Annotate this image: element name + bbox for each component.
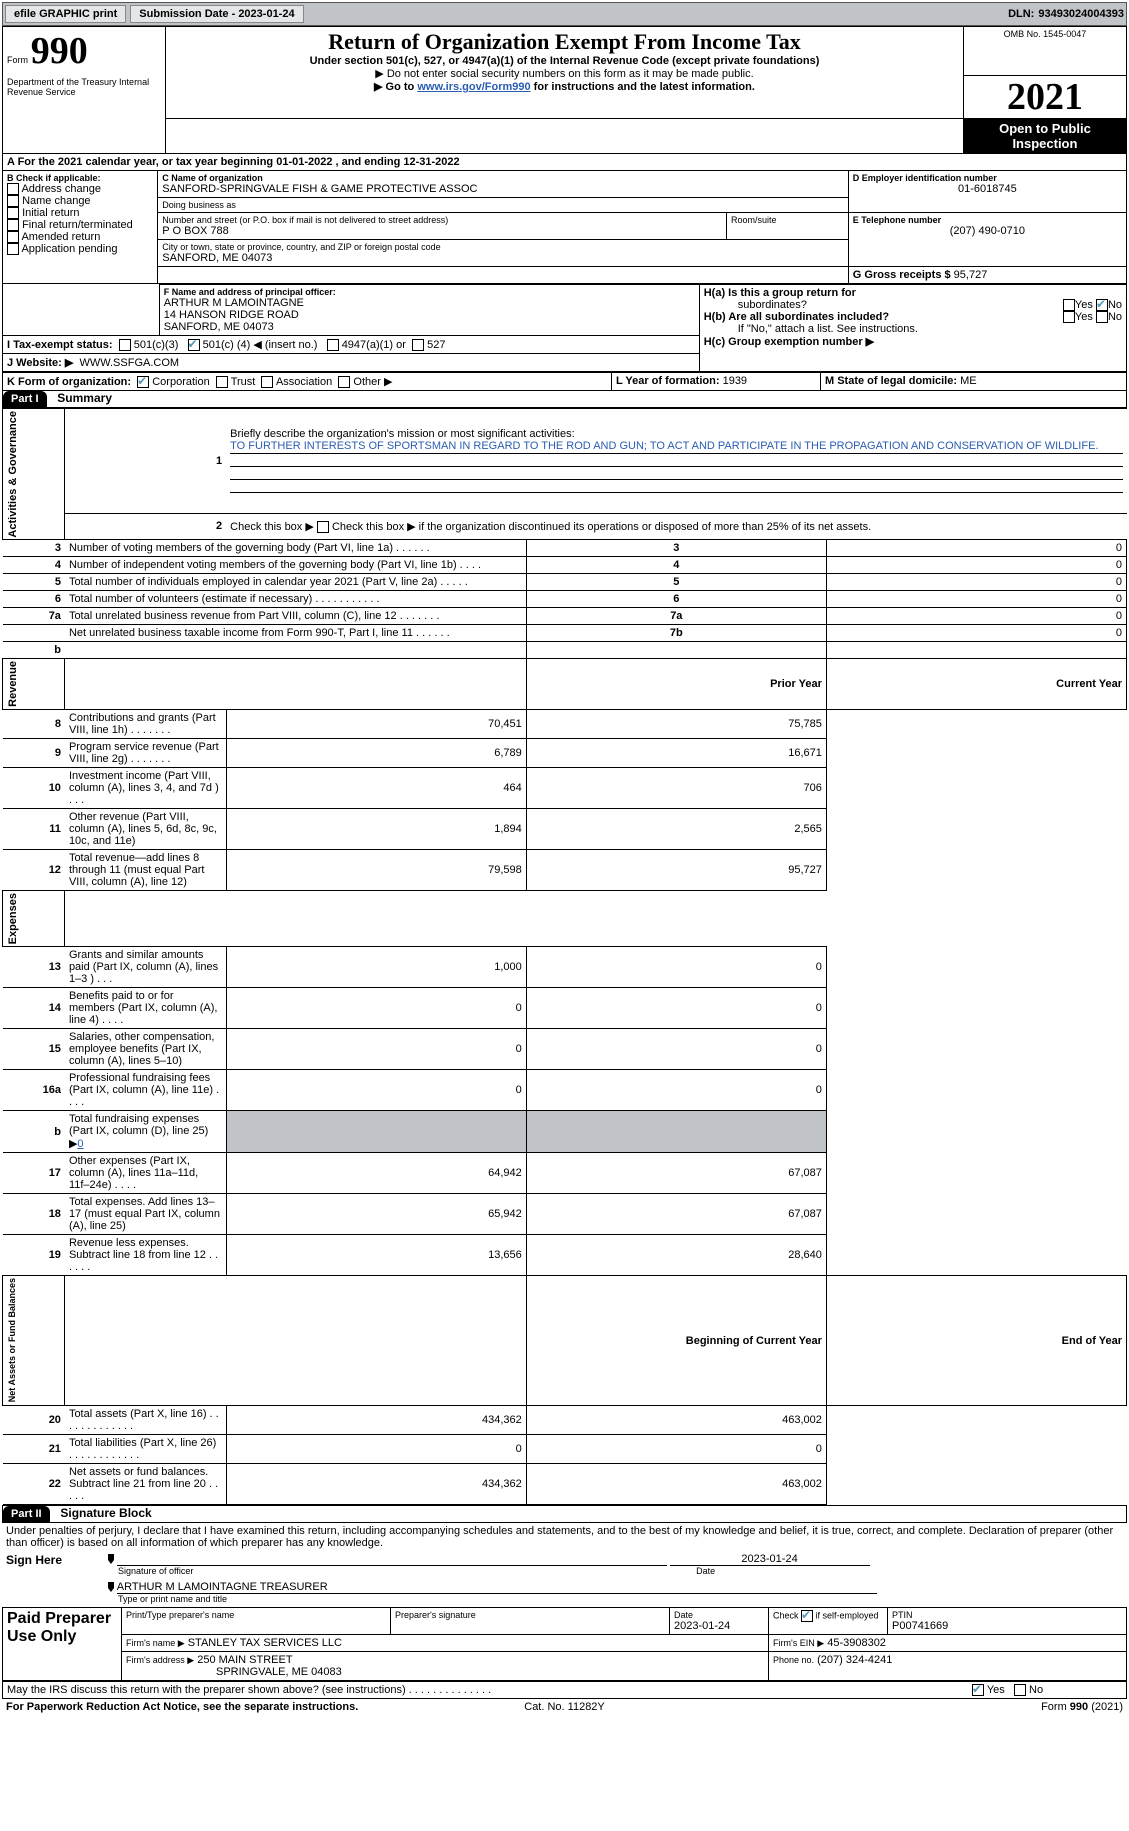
- checkbox-name-change[interactable]: [7, 195, 19, 207]
- firm-addr2: SPRINGVALE, ME 04083: [126, 1666, 342, 1678]
- subtitle-1: Under section 501(c), 527, or 4947(a)(1)…: [170, 55, 959, 67]
- form-number: 990: [31, 30, 88, 72]
- checkbox-subs-yes[interactable]: [1063, 311, 1075, 323]
- paid-preparer-label: Paid Preparer Use Only: [3, 1607, 122, 1680]
- perjury-declaration: Under penalties of perjury, I declare th…: [2, 1523, 1127, 1551]
- signature-block: Sign Here 2023-01-24 Signature of office…: [2, 1551, 1127, 1607]
- firm-ein: 45-3908302: [827, 1637, 886, 1649]
- line-a-tax-year: A For the 2021 calendar year, or tax yea…: [2, 154, 1127, 170]
- checkbox-trust[interactable]: [216, 376, 228, 388]
- box-g-label: G Gross receipts $: [853, 269, 951, 281]
- checkbox-corporation[interactable]: [137, 376, 149, 388]
- side-netassets: Net Assets or Fund Balances: [7, 1278, 17, 1402]
- officer-addr1: 14 HANSON RIDGE ROAD: [164, 309, 695, 321]
- irs-link[interactable]: www.irs.gov/Form990: [417, 81, 530, 93]
- org-name: SANFORD-SPRINGVALE FISH & GAME PROTECTIV…: [162, 183, 843, 195]
- checkbox-discuss-no[interactable]: [1014, 1684, 1026, 1696]
- officer-name-title: ARTHUR M LAMOINTAGNE TREASURER: [117, 1581, 877, 1594]
- sign-here-label: Sign Here: [2, 1551, 100, 1607]
- checkbox-final-return[interactable]: [7, 219, 19, 231]
- dept-treasury: Department of the Treasury Internal Reve…: [3, 75, 166, 153]
- preparer-date: 2023-01-24: [674, 1620, 764, 1632]
- checkbox-subs-no[interactable]: [1096, 311, 1108, 323]
- city-value: SANFORD, ME 04073: [162, 252, 843, 264]
- subtitle-2: ▶ Do not enter social security numbers o…: [170, 67, 959, 80]
- checkbox-group-no[interactable]: [1096, 299, 1108, 311]
- submission-date-button[interactable]: Submission Date - 2023-01-24: [130, 5, 303, 23]
- side-revenue: Revenue: [7, 661, 19, 707]
- page-footer: For Paperwork Reduction Act Notice, see …: [2, 1699, 1127, 1715]
- omb-number: OMB No. 1545-0047: [963, 27, 1126, 76]
- ein-value: 01-6018745: [853, 183, 1122, 195]
- officer-name: ARTHUR M LAMOINTAGNE: [164, 297, 695, 309]
- checkbox-address-change[interactable]: [7, 183, 19, 195]
- part1-tag: Part I: [3, 391, 47, 407]
- form-title: Return of Organization Exempt From Incom…: [170, 29, 959, 55]
- dln-value: 93493024004393: [1038, 8, 1124, 20]
- officer-addr2: SANFORD, ME 04073: [164, 321, 695, 333]
- phone-value: (207) 490-0710: [853, 225, 1122, 237]
- part1-title: Summary: [49, 391, 112, 405]
- subtitle-3: ▶ Go to www.irs.gov/Form990 for instruct…: [170, 80, 959, 93]
- street-label: Number and street (or P.O. box if mail i…: [162, 215, 722, 225]
- part2-title: Signature Block: [52, 1506, 151, 1520]
- line-j-website: J Website: ▶ WWW.SSFGA.COM: [3, 353, 700, 371]
- ptin-value: P00741669: [892, 1620, 1122, 1632]
- box-b-header: B Check if applicable:: [7, 173, 153, 183]
- efile-print-button[interactable]: efile GRAPHIC print: [5, 5, 126, 23]
- checkbox-self-employed[interactable]: [801, 1610, 813, 1622]
- checkbox-501c3[interactable]: [119, 339, 131, 351]
- checkbox-discontinued[interactable]: [317, 521, 329, 533]
- identity-block: B Check if applicable: Address change Na…: [2, 170, 1127, 284]
- sig-date: 2023-01-24: [670, 1553, 870, 1566]
- firm-addr1: 250 MAIN STREET: [197, 1654, 292, 1666]
- box-e-phone-label: E Telephone number: [853, 215, 1122, 225]
- paid-preparer-block: Paid Preparer Use Only Print/Type prepar…: [2, 1607, 1127, 1681]
- tax-year: 2021: [963, 75, 1126, 118]
- box-c-name-label: C Name of organization: [162, 173, 843, 183]
- checkbox-group-yes[interactable]: [1063, 299, 1075, 311]
- gross-receipts: 95,727: [954, 269, 988, 281]
- checkbox-4947[interactable]: [327, 339, 339, 351]
- dba-label: Doing business as: [162, 200, 843, 210]
- checkbox-application-pending[interactable]: [7, 243, 19, 255]
- year-formation: 1939: [723, 375, 747, 387]
- side-expenses: Expenses: [7, 893, 19, 944]
- summary-table: Activities & Governance 1 Briefly descri…: [2, 408, 1127, 1505]
- firm-name: STANLEY TAX SERVICES LLC: [188, 1637, 342, 1649]
- checkbox-527[interactable]: [412, 339, 424, 351]
- officer-group-block: F Name and address of principal officer:…: [2, 284, 1127, 372]
- checkbox-501c[interactable]: [188, 339, 200, 351]
- line-i-tax-exempt: I Tax-exempt status: 501(c)(3) 501(c) (4…: [3, 335, 700, 353]
- mission-text: TO FURTHER INTERESTS OF SPORTSMAN IN REG…: [230, 440, 1098, 452]
- checkbox-association[interactable]: [261, 376, 273, 388]
- open-public-inspection: Open to Public Inspection: [963, 118, 1126, 153]
- form-header: Form 990 Return of Organization Exempt F…: [2, 26, 1127, 154]
- checkbox-amended-return[interactable]: [7, 231, 19, 243]
- street-value: P O BOX 788: [162, 225, 722, 237]
- box-f-label: F Name and address of principal officer:: [164, 287, 695, 297]
- form-word: Form: [7, 55, 28, 65]
- checkbox-other[interactable]: [338, 376, 350, 388]
- org-form-block: K Form of organization: Corporation Trus…: [2, 372, 1127, 391]
- box-d-ein-label: D Employer identification number: [853, 173, 1122, 183]
- city-label: City or town, state or province, country…: [162, 242, 843, 252]
- dln-label: DLN:: [1008, 8, 1034, 20]
- discuss-block: May the IRS discuss this return with the…: [2, 1681, 1127, 1699]
- checkbox-discuss-yes[interactable]: [972, 1684, 984, 1696]
- state-domicile: ME: [960, 375, 977, 387]
- room-label: Room/suite: [731, 215, 844, 225]
- side-activities: Activities & Governance: [7, 411, 19, 538]
- part2-tag: Part II: [3, 1506, 50, 1522]
- checkbox-initial-return[interactable]: [7, 207, 19, 219]
- firm-phone: (207) 324-4241: [817, 1654, 892, 1666]
- top-toolbar: efile GRAPHIC print Submission Date - 20…: [2, 2, 1127, 26]
